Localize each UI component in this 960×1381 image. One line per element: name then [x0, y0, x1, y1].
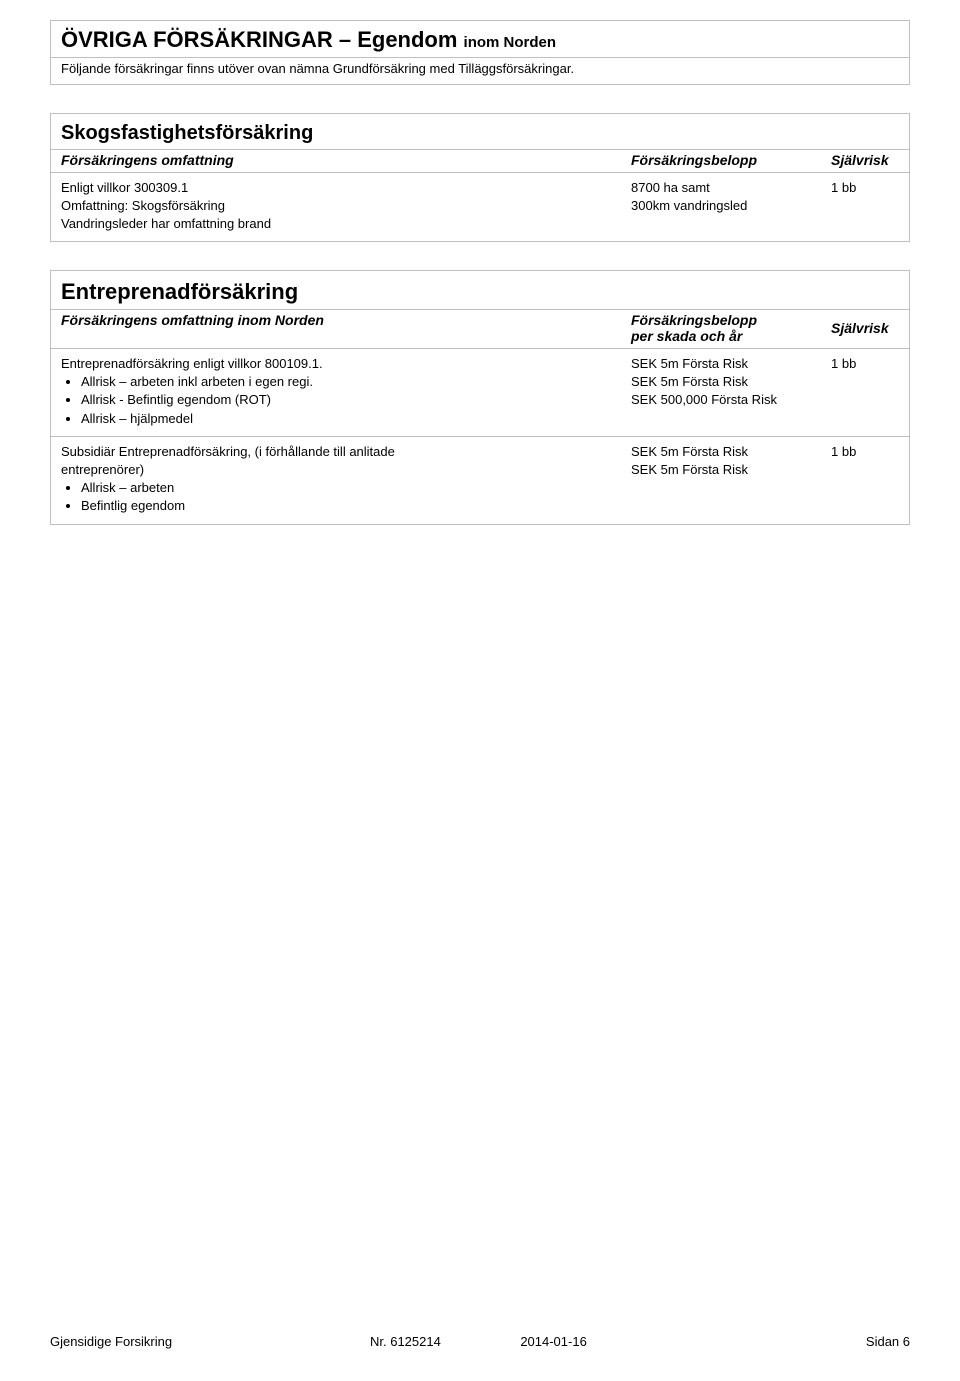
text-line: SEK 5m Första Risk — [631, 443, 821, 461]
text-line: Försäkringsbelopp — [631, 312, 821, 328]
column-header-belopp: Försäkringsbelopp per skada och år — [631, 312, 831, 344]
text-line: SEK 5m Första Risk — [631, 461, 821, 479]
text-line: SEK 5m Första Risk — [631, 373, 821, 391]
text-line: 1 bb — [831, 443, 899, 461]
text-line: 1 bb — [831, 355, 899, 373]
text-line: 1 bb — [831, 179, 899, 197]
footer-page: Sidan 6 — [690, 1334, 910, 1349]
text-line: Subsidiär Entreprenadförsäkring, (i förh… — [61, 443, 621, 461]
list-item: Allrisk - Befintlig egendom (ROT) — [81, 391, 621, 409]
list-item: Allrisk – hjälpmedel — [81, 410, 621, 428]
section-intro: Följande försäkringar finns utöver ovan … — [51, 58, 909, 84]
column-header-belopp: Försäkringsbelopp — [631, 152, 831, 168]
cell-sjalvrisk: 1 bb — [831, 355, 899, 373]
table-row: Enligt villkor 300309.1 Omfattning: Skog… — [51, 173, 909, 242]
section-skogsfastighetsforsakring: Skogsfastighetsförsäkring Försäkringens … — [50, 113, 910, 243]
cell-omfattning: Entreprenadförsäkring enligt villkor 800… — [61, 355, 631, 428]
list-item: Allrisk – arbeten — [81, 479, 621, 497]
footer-company: Gjensidige Forsikring — [50, 1334, 370, 1349]
footer-middle: Nr. 6125214 2014-01-16 — [370, 1334, 690, 1349]
title-main: ÖVRIGA FÖRSÄKRINGAR – Egendom — [61, 27, 464, 52]
cell-belopp: SEK 5m Första Risk SEK 5m Första Risk SE… — [631, 355, 831, 410]
column-header-omfattning: Försäkringens omfattning inom Norden — [61, 312, 631, 328]
footer-number: Nr. 6125214 — [370, 1334, 441, 1349]
table-row: Subsidiär Entreprenadförsäkring, (i förh… — [51, 437, 909, 524]
table-row: Entreprenadförsäkring enligt villkor 800… — [51, 349, 909, 436]
column-header-sjalvrisk: Självrisk — [831, 152, 899, 168]
section-title: Skogsfastighetsförsäkring — [51, 114, 909, 149]
cell-omfattning: Enligt villkor 300309.1 Omfattning: Skog… — [61, 179, 631, 234]
list-item: Befintlig egendom — [81, 497, 621, 515]
column-header-omfattning: Försäkringens omfattning — [61, 152, 631, 168]
cell-sjalvrisk: 1 bb — [831, 179, 899, 197]
bullet-list: Allrisk – arbeten Befintlig egendom — [61, 479, 621, 515]
cell-belopp: SEK 5m Första Risk SEK 5m Första Risk — [631, 443, 831, 479]
title-sub: inom Norden — [464, 34, 557, 51]
footer-date: 2014-01-16 — [520, 1334, 587, 1349]
text-line: Entreprenadförsäkring enligt villkor 800… — [61, 355, 621, 373]
cell-sjalvrisk: 1 bb — [831, 443, 899, 461]
cell-belopp: 8700 ha samt 300km vandringsled — [631, 179, 831, 215]
text-line: Omfattning: Skogsförsäkring — [61, 197, 621, 215]
section-entreprenadforsakring: Entreprenadförsäkring Försäkringens omfa… — [50, 270, 910, 525]
page-footer: Gjensidige Forsikring Nr. 6125214 2014-0… — [50, 1334, 910, 1349]
section-title: Entreprenadförsäkring — [51, 271, 909, 309]
section-title: ÖVRIGA FÖRSÄKRINGAR – Egendom inom Norde… — [51, 21, 909, 57]
bullet-list: Allrisk – arbeten inkl arbeten i egen re… — [61, 373, 621, 428]
column-header-sjalvrisk: Självrisk — [831, 320, 899, 336]
table-header-row: Försäkringens omfattning inom Norden För… — [51, 310, 909, 348]
text-line: SEK 500,000 Första Risk — [631, 391, 821, 409]
table-header-row: Försäkringens omfattning Försäkringsbelo… — [51, 150, 909, 172]
list-item: Allrisk – arbeten inkl arbeten i egen re… — [81, 373, 621, 391]
text-line: 8700 ha samt — [631, 179, 821, 197]
text-line: Enligt villkor 300309.1 — [61, 179, 621, 197]
text-line: entreprenörer) — [61, 461, 621, 479]
text-line: 300km vandringsled — [631, 197, 821, 215]
cell-omfattning: Subsidiär Entreprenadförsäkring, (i förh… — [61, 443, 631, 516]
section-ovriga-forsakringar: ÖVRIGA FÖRSÄKRINGAR – Egendom inom Norde… — [50, 20, 910, 85]
text-line: SEK 5m Första Risk — [631, 355, 821, 373]
text-line: Vandringsleder har omfattning brand — [61, 215, 621, 233]
text-line: per skada och år — [631, 328, 821, 344]
